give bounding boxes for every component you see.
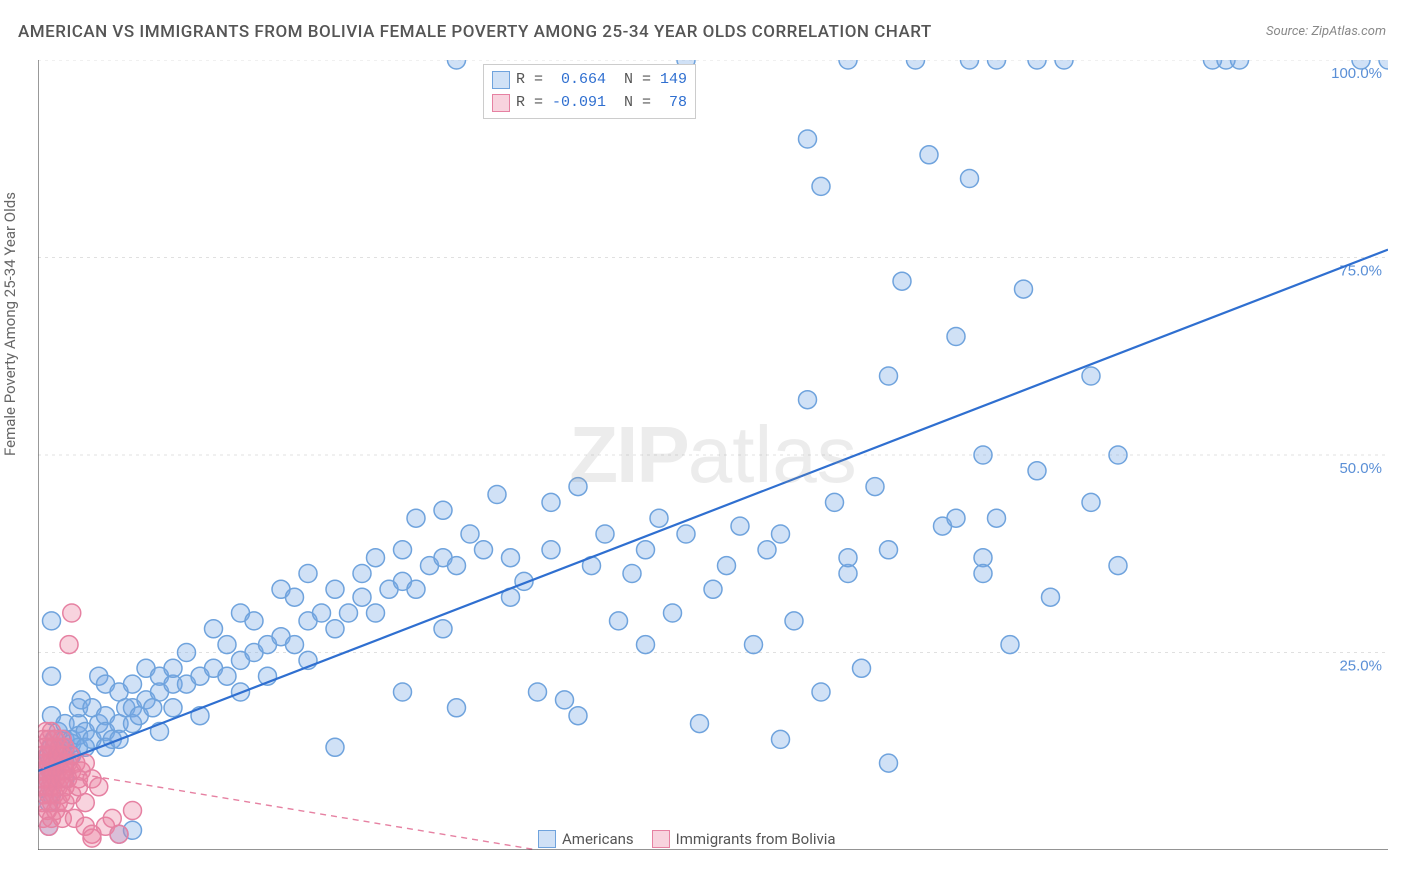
legend-item: Immigrants from Bolivia [652, 830, 836, 848]
source-name: ZipAtlas.com [1311, 24, 1386, 39]
legend-swatch [492, 94, 510, 112]
chart-title: AMERICAN VS IMMIGRANTS FROM BOLIVIA FEMA… [18, 22, 932, 42]
y-axis-label: Female Poverty Among 25-34 Year Olds [1, 436, 19, 456]
chart-area: 25.0%50.0%75.0%100.0%0.0%100.0% ZIPatlas… [38, 60, 1388, 850]
series-legend: Americans Immigrants from Bolivia [538, 830, 836, 848]
stats-text: R = -0.091 N = 78 [516, 92, 687, 115]
legend-label: Immigrants from Bolivia [676, 830, 836, 848]
legend-swatch [652, 830, 670, 848]
stats-text: R = 0.664 N = 149 [516, 69, 687, 92]
legend-swatch [538, 830, 556, 848]
legend-item: Americans [538, 830, 634, 848]
scatter-chart: 25.0%50.0%75.0%100.0%0.0%100.0% [38, 60, 1388, 850]
svg-text:25.0%: 25.0% [1339, 658, 1382, 675]
svg-text:50.0%: 50.0% [1339, 460, 1382, 477]
legend-swatch [492, 71, 510, 89]
chart-container: AMERICAN VS IMMIGRANTS FROM BOLIVIA FEMA… [0, 0, 1406, 892]
stats-row: R = 0.664 N = 149 [492, 69, 687, 92]
source-prefix: Source: [1266, 24, 1311, 39]
correlation-stats-box: R = 0.664 N = 149R = -0.091 N = 78 [483, 64, 696, 119]
stats-row: R = -0.091 N = 78 [492, 92, 687, 115]
legend-label: Americans [562, 830, 634, 848]
source-attribution: Source: ZipAtlas.com [1266, 24, 1386, 39]
